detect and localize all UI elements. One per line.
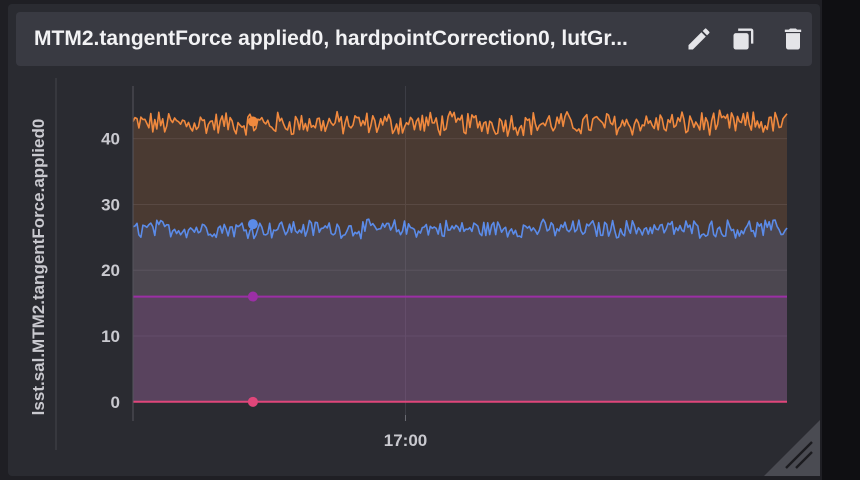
series-area	[133, 110, 787, 402]
y-tick-label: 20	[101, 261, 120, 280]
y-axis-label: lsst.sal.MTM2.tangentForce.applied0	[29, 119, 48, 416]
y-tick-label: 10	[101, 327, 120, 346]
x-tick-label: 17:00	[384, 431, 427, 450]
series-area	[133, 219, 787, 402]
duplicate-button[interactable]	[730, 25, 758, 53]
series-line	[132, 109, 788, 137]
y-tick-label: 0	[111, 393, 120, 412]
edit-button[interactable]	[685, 25, 713, 53]
y-tick-label: 30	[101, 195, 120, 214]
series-area	[133, 296, 787, 402]
y-tick-label: 40	[101, 130, 120, 149]
pencil-icon	[688, 28, 710, 50]
resize-handle[interactable]	[764, 420, 820, 476]
side-strip	[822, 0, 860, 480]
chart-panel: MTM2.tangentForce applied0, hardpointCor…	[8, 4, 820, 476]
delete-button[interactable]	[779, 25, 807, 53]
series-marker[interactable]	[247, 116, 258, 127]
series-marker[interactable]	[247, 396, 258, 407]
panel-header: MTM2.tangentForce applied0, hardpointCor…	[16, 12, 812, 66]
trash-icon	[784, 28, 802, 50]
series-marker[interactable]	[247, 291, 258, 302]
copy-icon	[733, 28, 754, 50]
series-marker[interactable]	[247, 219, 258, 230]
series-line	[132, 218, 788, 240]
